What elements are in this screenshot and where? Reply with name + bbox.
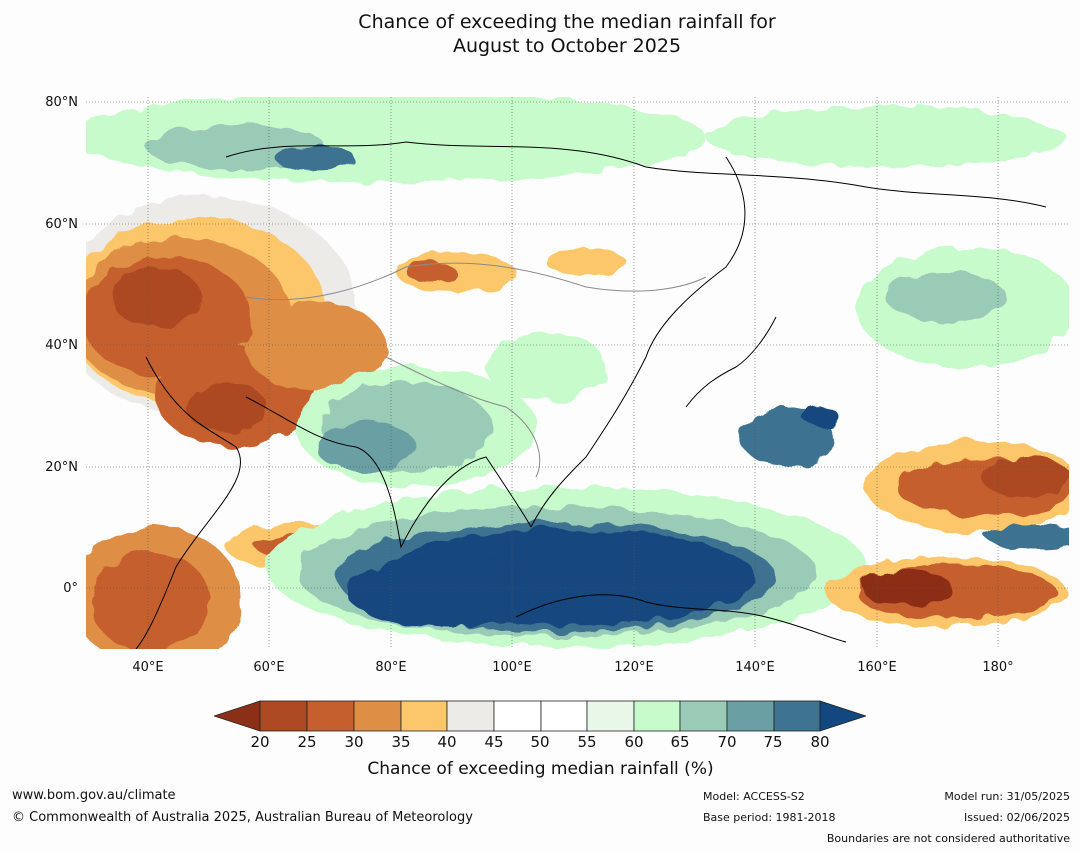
map-title: Chance of exceeding the median rainfall … (0, 10, 1081, 58)
colorbar-tick-80: 80 (810, 733, 830, 751)
colorbar-tick-30: 30 (344, 733, 364, 751)
colorbar-bin-45-50 (493, 700, 542, 732)
field-africa-rust (91, 552, 211, 649)
colorbar (214, 700, 866, 732)
field-pacific-east-slate (986, 525, 1069, 549)
field-india-slate (316, 422, 416, 472)
probability-fields (86, 97, 1069, 649)
colorbar-tick-35: 35 (391, 733, 411, 751)
coastline-arctic (225, 141, 1047, 208)
colorbar-tick-70: 70 (717, 733, 737, 751)
colorbar-bin-50-55 (540, 700, 588, 732)
colorbar-bin-20-25 (259, 700, 308, 732)
title-line-2: August to October 2025 (452, 35, 682, 57)
field-manchuria-yellow (546, 248, 626, 276)
field-iran-brown (186, 382, 266, 432)
model-name: Model: ACCESS-S2 (703, 790, 805, 803)
lon-label-140e: 140°E (735, 660, 775, 675)
colorbar-tick-75: 75 (763, 733, 783, 751)
colorbar-bin-70-75 (726, 700, 775, 732)
coastline-japan (685, 316, 777, 408)
field-pacific-north-teal (886, 272, 1006, 322)
lat-label-equator: 0° (63, 581, 78, 596)
country-borders (245, 262, 707, 478)
colorbar-extend-high (819, 700, 866, 732)
lon-label-40e: 40°E (132, 660, 164, 675)
lat-label-40n: 40°N (45, 338, 78, 353)
lon-label-180: 180° (982, 660, 1014, 675)
coastline-east-asia (530, 156, 746, 528)
colorbar-tick-45: 45 (484, 733, 504, 751)
colorbar-bin-75-80 (773, 700, 821, 732)
colorbar-tick-40: 40 (437, 733, 457, 751)
colorbar-bin-25-30 (306, 700, 355, 732)
lon-label-120e: 120°E (614, 660, 654, 675)
rainfall-map (86, 97, 1069, 649)
graticule (86, 97, 1069, 649)
website-link[interactable]: www.bom.gov.au/climate (12, 788, 176, 803)
field-east-arctic-green (706, 107, 1066, 167)
border-russia-south (245, 262, 707, 301)
field-china-green (486, 332, 606, 402)
coastlines (135, 141, 1047, 649)
colorbar-bin-60-65 (633, 700, 681, 732)
lat-label-20n: 20°N (45, 460, 78, 475)
boundaries-disclaimer: Boundaries are not considered authoritat… (826, 832, 1070, 845)
lon-label-100e: 100°E (492, 660, 532, 675)
lat-label-60n: 60°N (45, 217, 78, 232)
colorbar-tick-55: 55 (577, 733, 597, 751)
colorbar-label: Chance of exceeding median rainfall (%) (367, 759, 714, 779)
rainfall-map-svg (86, 97, 1069, 649)
model-run-date: Model run: 31/05/2025 (944, 790, 1070, 803)
field-pacific-brown (981, 457, 1069, 497)
base-period: Base period: 1981-2018 (703, 811, 836, 824)
field-south-pacific-darkbrown (861, 569, 951, 605)
coastline-indonesia (515, 594, 847, 643)
field-pacific-blue (803, 407, 839, 427)
colorbar-tick-50: 50 (530, 733, 550, 751)
colorbar-bin-30-35 (353, 700, 402, 732)
coastline-africa (135, 356, 242, 649)
field-arctic-blue (276, 147, 356, 171)
issued-date: Issued: 02/06/2025 (963, 811, 1070, 824)
lon-label-160e: 160°E (857, 660, 897, 675)
field-indian-ocean-blue (346, 557, 566, 627)
colorbar-bin-65-70 (679, 700, 728, 732)
lon-label-60e: 60°E (253, 660, 285, 675)
colorbar-tick-20: 20 (250, 733, 270, 751)
field-mongolia-rust (406, 262, 456, 282)
border-china-india (385, 356, 541, 478)
field-central-orange (246, 302, 386, 392)
copyright-text: © Commonwealth of Australia 2025, Austra… (12, 810, 473, 825)
coastline-south-asia (245, 396, 532, 549)
colorbar-bin-55-60 (586, 700, 635, 732)
lon-label-80e: 80°E (375, 660, 407, 675)
field-west-brown (111, 267, 201, 327)
title-line-1: Chance of exceeding the median rainfall … (358, 11, 776, 33)
colorbar-bin-40-45 (446, 700, 495, 732)
colorbar-tick-60: 60 (624, 733, 644, 751)
colorbar-bin-35-40 (400, 700, 448, 732)
colorbar-extend-low (214, 700, 261, 732)
colorbar-tick-25: 25 (297, 733, 317, 751)
colorbar-tick-65: 65 (670, 733, 690, 751)
lat-label-80n: 80°N (45, 95, 78, 110)
